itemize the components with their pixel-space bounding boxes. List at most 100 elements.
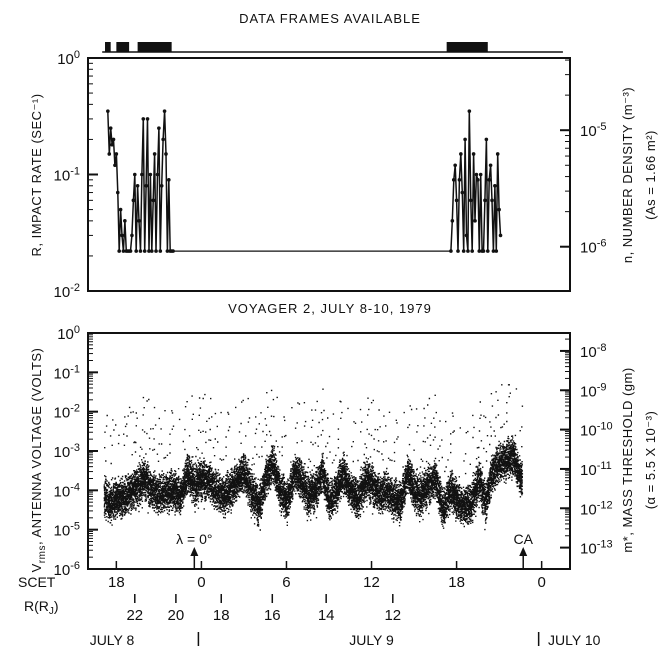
top-y-tick-label: 10-1 xyxy=(54,166,80,185)
impact-rate-point xyxy=(117,249,121,253)
impact-rate-point xyxy=(157,126,161,130)
radial-axis-label: R(RJ) xyxy=(24,598,59,617)
top-y-tick-label: 100 xyxy=(57,49,80,68)
impact-rate-point xyxy=(485,249,490,253)
impact-rate-point xyxy=(108,126,113,130)
impact-rate-point xyxy=(494,249,499,253)
bottom-y2-tick-labels: 10-8 10-9 10-10 10-11 10-12 10-13 xyxy=(580,342,613,558)
top-y2label-sub: (As = 1.66 m²) xyxy=(643,130,658,220)
top-ylabel: R, IMPACT RATE (SEC⁻¹) xyxy=(29,93,44,256)
impact-rate-point xyxy=(471,152,476,156)
scet-tick-labels: 18 0 6 12 18 0 xyxy=(108,561,546,591)
impact-rate-point xyxy=(487,178,491,182)
top-y-tick-labels: 100 10-1 10-2 xyxy=(54,49,80,301)
impact-rate-point xyxy=(141,117,146,121)
data-frames-bar xyxy=(102,42,563,53)
bottom-y2-tick-label: 10-13 xyxy=(580,539,613,558)
bottom-y2label: m*, MASS THRESHOLD (gm) xyxy=(620,367,635,552)
impact-rate-point xyxy=(158,249,163,253)
radial-tick-label: 18 xyxy=(213,607,230,624)
impact-rate-point xyxy=(449,249,453,253)
bottom-y-ticks xyxy=(88,332,570,570)
radial-tick-label: 22 xyxy=(126,607,143,624)
bottom-y-tick-label: 10-5 xyxy=(54,521,80,540)
impact-rate-point xyxy=(145,117,150,121)
impact-rate-series xyxy=(106,109,503,253)
impact-rate-point xyxy=(110,142,114,147)
impact-rate-point xyxy=(114,152,119,156)
impact-rate-point xyxy=(459,152,463,156)
scet-label: SCET xyxy=(18,574,56,590)
impact-rate-point xyxy=(121,249,126,253)
bottom-y2-tick-label: 10-12 xyxy=(580,499,613,518)
impact-rate-point xyxy=(128,249,133,253)
date-axis: JULY 8 JULY 9 JULY 10 xyxy=(90,632,601,648)
impact-rate-point xyxy=(466,249,470,253)
annotations: λ = 0° CA xyxy=(176,531,534,569)
impact-rate-point xyxy=(456,249,460,253)
impact-rate-point xyxy=(155,172,160,177)
radial-tick-label: 12 xyxy=(384,607,401,624)
data-frame-1 xyxy=(116,42,130,52)
impact-rate-point xyxy=(147,249,151,253)
scet-tick-label: 0 xyxy=(197,574,205,591)
bottom-plot-frame xyxy=(87,332,571,570)
voltage-scatter-points xyxy=(103,384,524,531)
impact-rate-point xyxy=(498,233,503,238)
impact-rate-point xyxy=(140,172,144,177)
data-frame-2 xyxy=(137,42,172,52)
impact-rate-point xyxy=(453,163,457,168)
annotation-label: λ = 0° xyxy=(176,531,212,547)
bottom-y-tick-label: 10-2 xyxy=(54,403,80,422)
impact-rate-point xyxy=(495,152,500,156)
impact-rate-point xyxy=(476,178,480,182)
bottom-y2-tick-label: 10-11 xyxy=(580,460,612,479)
bottom-y-tick-label: 10-4 xyxy=(54,481,80,500)
impact-rate-line-late xyxy=(450,111,502,252)
impact-rate-point xyxy=(457,178,462,182)
impact-rate-point xyxy=(470,249,474,253)
bottom-y-tick-label: 10-1 xyxy=(54,363,80,382)
impact-rate-point xyxy=(131,198,136,203)
impact-rate-point xyxy=(148,172,153,177)
scet-tick-label: 18 xyxy=(448,574,465,591)
impact-rate-point xyxy=(450,219,455,223)
date-label: JULY 8 xyxy=(90,632,135,648)
impact-rate-point xyxy=(171,249,175,253)
data-frame-0 xyxy=(105,42,111,52)
date-label: JULY 9 xyxy=(349,632,394,648)
impact-rate-point xyxy=(468,198,473,203)
impact-rate-point xyxy=(151,198,156,203)
antenna-voltage-series xyxy=(103,384,524,531)
impact-rate-point xyxy=(451,178,456,182)
impact-rate-point xyxy=(115,190,120,195)
impact-rate-point xyxy=(161,137,165,142)
impact-rate-point xyxy=(484,137,489,142)
impact-rate-point xyxy=(460,190,465,195)
impact-rate-point xyxy=(483,198,487,203)
impact-rate-point xyxy=(467,109,472,113)
impact-rate-point xyxy=(164,152,168,156)
bottom-y2-tick-label: 10-9 xyxy=(580,381,606,400)
bottom-y2-tick-label: 10-8 xyxy=(580,342,606,361)
impact-rate-line-early xyxy=(107,111,174,252)
date-label: JULY 10 xyxy=(548,632,601,648)
impact-rate-point xyxy=(461,249,466,253)
impact-rate-point xyxy=(478,172,483,177)
impact-rate-point xyxy=(152,152,157,156)
impact-rate-point xyxy=(481,249,486,253)
impact-rate-point xyxy=(473,219,477,223)
impact-rate-point xyxy=(113,163,117,168)
bottom-title: VOYAGER 2, JULY 8-10, 1979 xyxy=(228,301,432,316)
top-y2-tick-label: 10-6 xyxy=(580,238,606,257)
scet-tick-label: 12 xyxy=(363,574,380,591)
impact-rate-point xyxy=(454,198,459,203)
impact-rate-point xyxy=(464,233,469,238)
annotation-label: CA xyxy=(513,531,533,547)
bottom-ylabel: Vrms, ANTENNA VOLTAGE (VOLTS) xyxy=(29,348,48,573)
bottom-y-tick-labels: 100 10-1 10-2 10-3 10-4 10-5 10-6 xyxy=(54,324,80,579)
impact-rate-point xyxy=(493,183,497,188)
impact-rate-point xyxy=(138,249,143,253)
impact-rate-point xyxy=(123,219,127,223)
